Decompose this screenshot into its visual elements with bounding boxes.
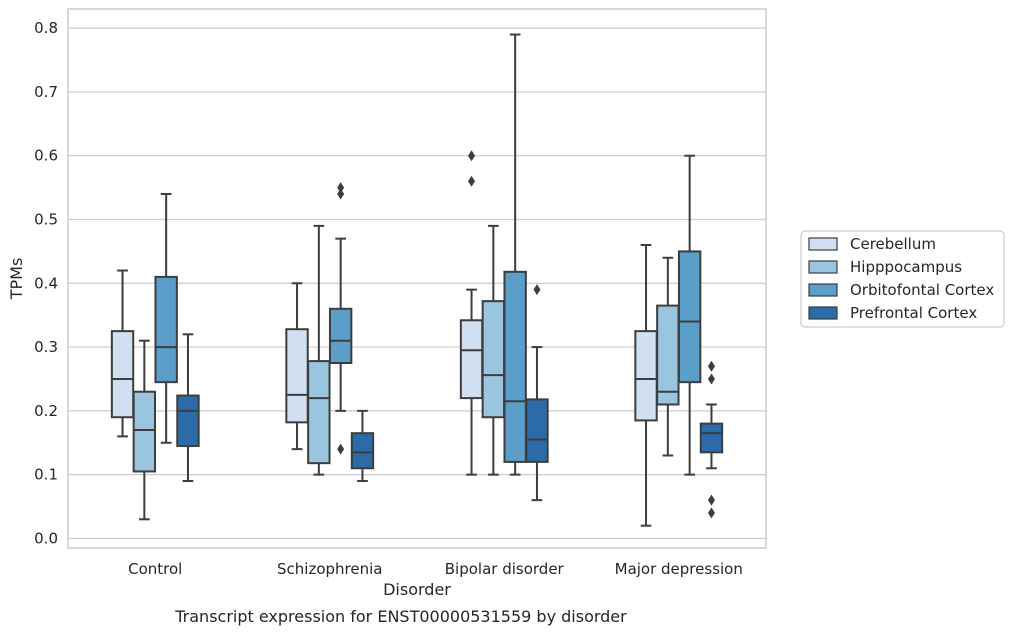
outlier-point [468,175,476,187]
box-prefrontal-cortex [350,409,375,483]
x-tick-label: Major depression [615,560,743,578]
x-axis-label: Disorder [383,580,451,599]
box-layer [110,33,724,527]
box-hipppocampus [656,256,680,457]
iqr-box [307,360,331,465]
y-tick-label: 0.8 [34,19,58,37]
iqr-box [634,330,658,422]
y-tick-label: 0.4 [34,274,58,292]
y-tick-label: 0.6 [34,147,58,165]
outlier-point [707,507,715,519]
iqr-box [328,307,353,365]
legend: Cerebellum Hipppocampus Orbitofontal Corte… [800,230,1005,328]
legend-swatch [808,237,838,251]
box-prefrontal-cortex [699,360,724,519]
iqr-box [525,398,549,463]
y-tick-label: 0.7 [34,83,58,101]
x-axis-ticks: Control Schizophrenia Bipolar disorder Majo… [128,560,743,578]
box-hipppocampus [481,224,506,476]
iqr-box [481,300,506,419]
x-tick-label: Bipolar disorder [445,560,565,578]
legend-label: Hipppocampus [850,258,962,276]
outlier-point [337,182,345,194]
box-cerebellum [285,282,309,451]
y-tick-label: 0.1 [34,466,58,484]
box-prefrontal-cortex [525,284,549,502]
legend-label: Orbitofontal Cortex [850,281,994,299]
iqr-box [154,275,178,384]
y-axis-label: TPMs [7,258,26,301]
box-orbitofontal-cortex [328,182,353,455]
iqr-box [459,319,484,400]
box-hipppocampus [132,339,157,521]
iqr-box [677,250,702,384]
y-tick-label: 0.2 [34,402,58,420]
box-hipppocampus [307,224,331,476]
box-orbitofontal-cortex [154,192,178,444]
y-axis-ticks: 0.0 0.1 0.2 0.3 0.4 0.5 0.6 0.7 0.8 [34,19,58,547]
iqr-box [699,422,724,454]
legend-swatch [808,283,838,297]
iqr-box [176,394,200,447]
legend-label: Prefrontal Cortex [850,304,977,322]
outlier-point [707,360,715,372]
box-prefrontal-cortex [176,333,200,483]
outlier-point [707,494,715,506]
iqr-box [132,390,157,473]
outlier-point [707,373,715,385]
chart-caption: Transcript expression for ENST0000053155… [174,607,627,626]
box-cerebellum [110,269,135,438]
box-orbitofontal-cortex [503,33,527,476]
plot-frame [67,8,767,549]
outlier-point [468,150,476,162]
iqr-box [350,432,375,470]
legend-swatch [808,306,838,320]
box-cerebellum [634,244,658,527]
iqr-box [503,270,527,463]
outlier-point [533,284,541,296]
box-orbitofontal-cortex [677,154,702,476]
legend-swatch [808,260,838,274]
x-tick-label: Control [128,560,182,578]
iqr-box [110,330,135,419]
outlier-point [337,443,345,455]
y-tick-label: 0.5 [34,210,58,228]
box-cerebellum [459,150,484,476]
legend-frame [800,230,1005,328]
iqr-box [285,328,309,424]
iqr-box [656,304,680,406]
outlier-point [337,188,345,200]
y-tick-label: 0.3 [34,338,58,356]
x-tick-label: Schizophrenia [277,560,382,578]
legend-label: Cerebellum [850,235,936,253]
y-tick-label: 0.0 [34,529,58,547]
